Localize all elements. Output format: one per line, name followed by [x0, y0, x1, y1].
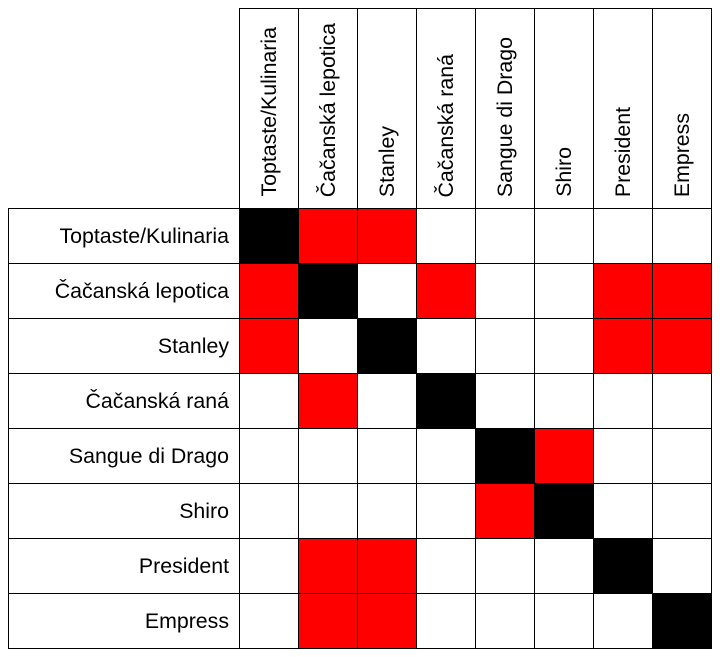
- compatibility-matrix: Toptaste/KulinariaČačanská lepoticaStanl…: [8, 8, 712, 649]
- matrix-cell: [299, 209, 358, 264]
- matrix-cell: [653, 319, 712, 374]
- col-header: Shiro: [535, 9, 594, 209]
- matrix-cell: [594, 209, 653, 264]
- matrix-cell: [240, 429, 299, 484]
- matrix-cell: [240, 594, 299, 649]
- matrix-cell: [594, 594, 653, 649]
- matrix-cell: [417, 429, 476, 484]
- col-header-label: Shiro: [552, 147, 577, 197]
- table-row: Shiro: [9, 484, 712, 539]
- matrix-cell: [417, 319, 476, 374]
- col-header: Sangue di Drago: [476, 9, 535, 209]
- matrix-cell: [240, 319, 299, 374]
- table-row: Sangue di Drago: [9, 429, 712, 484]
- matrix-cell: [653, 374, 712, 429]
- matrix-cell: [653, 429, 712, 484]
- col-header: President: [594, 9, 653, 209]
- row-header: Toptaste/Kulinaria: [9, 209, 240, 264]
- col-header-label: President: [611, 107, 636, 197]
- matrix-cell: [476, 539, 535, 594]
- matrix-cell: [417, 264, 476, 319]
- col-header: Čačanská raná: [417, 9, 476, 209]
- matrix-cell: [299, 264, 358, 319]
- col-header-label: Čačanská raná: [434, 54, 459, 197]
- matrix-cell: [358, 539, 417, 594]
- matrix-cell: [358, 484, 417, 539]
- matrix-cell: [299, 539, 358, 594]
- matrix-cell: [358, 374, 417, 429]
- matrix-cell: [653, 484, 712, 539]
- matrix-cell: [535, 539, 594, 594]
- matrix-cell: [476, 209, 535, 264]
- row-header: Čačanská lepotica: [9, 264, 240, 319]
- col-header: Stanley: [358, 9, 417, 209]
- matrix-cell: [299, 374, 358, 429]
- row-header: Stanley: [9, 319, 240, 374]
- matrix-container: Toptaste/KulinariaČačanská lepoticaStanl…: [0, 0, 720, 657]
- col-header-label: Stanley: [375, 126, 400, 197]
- matrix-cell: [417, 594, 476, 649]
- matrix-cell: [594, 264, 653, 319]
- matrix-cell: [535, 264, 594, 319]
- matrix-cell: [240, 264, 299, 319]
- matrix-cell: [417, 539, 476, 594]
- matrix-cell: [476, 484, 535, 539]
- matrix-cell: [653, 264, 712, 319]
- row-header: Empress: [9, 594, 240, 649]
- matrix-cell: [358, 429, 417, 484]
- matrix-cell: [299, 319, 358, 374]
- col-header-label: Čačanská lepotica: [316, 23, 341, 197]
- matrix-cell: [299, 594, 358, 649]
- matrix-cell: [476, 429, 535, 484]
- row-header: Sangue di Drago: [9, 429, 240, 484]
- table-row: Stanley: [9, 319, 712, 374]
- matrix-cell: [417, 209, 476, 264]
- matrix-cell: [535, 209, 594, 264]
- matrix-cell: [299, 484, 358, 539]
- matrix-cell: [476, 594, 535, 649]
- col-header: Čačanská lepotica: [299, 9, 358, 209]
- matrix-cell: [299, 429, 358, 484]
- col-header: Toptaste/Kulinaria: [240, 9, 299, 209]
- col-header-label: Empress: [670, 113, 695, 197]
- matrix-cell: [358, 594, 417, 649]
- matrix-cell: [653, 594, 712, 649]
- row-header: President: [9, 539, 240, 594]
- matrix-cell: [535, 594, 594, 649]
- table-row: President: [9, 539, 712, 594]
- matrix-cell: [535, 429, 594, 484]
- matrix-cell: [535, 319, 594, 374]
- matrix-cell: [358, 209, 417, 264]
- matrix-cell: [535, 484, 594, 539]
- matrix-cell: [653, 209, 712, 264]
- col-header-label: Toptaste/Kulinaria: [257, 27, 282, 197]
- matrix-cell: [358, 264, 417, 319]
- matrix-cell: [476, 319, 535, 374]
- matrix-cell: [476, 374, 535, 429]
- corner-cell: [9, 9, 240, 209]
- matrix-cell: [358, 319, 417, 374]
- matrix-cell: [476, 264, 535, 319]
- table-row: Empress: [9, 594, 712, 649]
- matrix-cell: [594, 539, 653, 594]
- matrix-cell: [594, 429, 653, 484]
- matrix-cell: [594, 374, 653, 429]
- matrix-cell: [240, 484, 299, 539]
- matrix-cell: [240, 209, 299, 264]
- row-header: Shiro: [9, 484, 240, 539]
- col-header-label: Sangue di Drago: [493, 37, 518, 197]
- matrix-cell: [240, 539, 299, 594]
- matrix-cell: [417, 374, 476, 429]
- matrix-cell: [594, 319, 653, 374]
- table-row: Čačanská raná: [9, 374, 712, 429]
- col-header: Empress: [653, 9, 712, 209]
- matrix-cell: [535, 374, 594, 429]
- row-header: Čačanská raná: [9, 374, 240, 429]
- matrix-cell: [417, 484, 476, 539]
- table-row: Toptaste/Kulinaria: [9, 209, 712, 264]
- matrix-cell: [594, 484, 653, 539]
- table-row: Čačanská lepotica: [9, 264, 712, 319]
- matrix-cell: [653, 539, 712, 594]
- matrix-cell: [240, 374, 299, 429]
